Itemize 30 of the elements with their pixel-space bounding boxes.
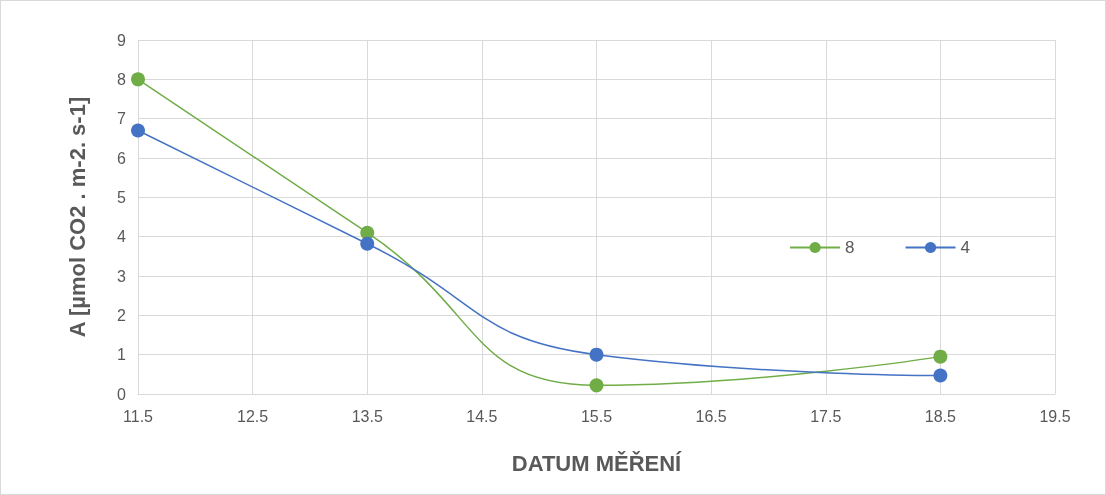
x-tick-label: 12.5: [237, 407, 269, 425]
point: [360, 236, 375, 251]
y-tick-label: 2: [117, 306, 127, 324]
y-tick-label: 9: [117, 31, 127, 49]
point: [933, 368, 948, 383]
point: [131, 123, 145, 138]
x-tick-label: 16.5: [695, 407, 727, 425]
x-tick-label: 18.5: [924, 407, 957, 425]
x-tick-label: 13.5: [351, 407, 383, 425]
legend-label: 4: [960, 238, 971, 257]
y-tick-label: 0: [117, 385, 127, 403]
y-tick-label: 3: [117, 267, 127, 285]
y-tick-label: 7: [117, 110, 127, 128]
y-tick-label: 1: [117, 346, 127, 364]
x-axis-title: DATUM MĚŘENÍ: [511, 450, 683, 476]
x-tick-label: 15.5: [580, 407, 613, 425]
point: [933, 349, 948, 364]
x-tick-label: 14.5: [466, 407, 498, 425]
legend-label: 8: [845, 238, 855, 257]
point: [589, 347, 604, 362]
point: [589, 378, 604, 393]
x-tick-label: 17.5: [810, 407, 842, 425]
y-tick-label: 5: [117, 188, 127, 206]
y-tick-label: 4: [117, 228, 127, 246]
x-tick-label: 19.5: [1039, 407, 1071, 425]
y-tick-label: 8: [117, 70, 127, 88]
y-tick-label: 6: [117, 149, 127, 167]
x-tick-label: 11.5: [123, 407, 154, 425]
y-axis-title: A [µmol CO2 . m-2. s-1]: [64, 96, 90, 338]
point: [131, 72, 145, 87]
